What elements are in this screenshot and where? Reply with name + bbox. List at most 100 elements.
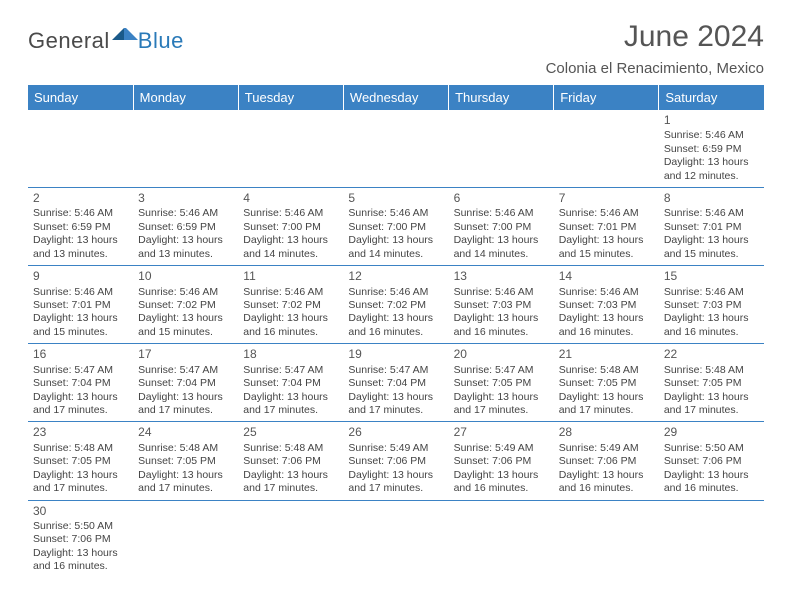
sunset-line: Sunset: 7:04 PM [33,377,128,390]
page-title: June 2024 [546,20,764,54]
sunset-line: Sunset: 7:02 PM [348,299,443,312]
daylight-line: Daylight: 13 hours and 17 minutes. [348,391,443,418]
calendar-cell: 9Sunrise: 5:46 AMSunset: 7:01 PMDaylight… [28,266,133,344]
calendar-cell [343,110,448,188]
daylight-line: Daylight: 13 hours and 17 minutes. [138,469,233,496]
day-number: 15 [664,269,759,284]
calendar-cell [343,500,448,578]
daylight-line: Daylight: 13 hours and 14 minutes. [348,234,443,261]
calendar-cell: 11Sunrise: 5:46 AMSunset: 7:02 PMDayligh… [238,266,343,344]
calendar-cell [449,500,554,578]
calendar-cell: 8Sunrise: 5:46 AMSunset: 7:01 PMDaylight… [659,188,764,266]
sunrise-line: Sunrise: 5:48 AM [243,442,338,455]
daylight-line: Daylight: 13 hours and 16 minutes. [243,312,338,339]
calendar-cell [449,110,554,188]
day-number: 8 [664,191,759,206]
sunrise-line: Sunrise: 5:46 AM [559,286,654,299]
daylight-line: Daylight: 13 hours and 17 minutes. [664,391,759,418]
sunrise-line: Sunrise: 5:46 AM [138,286,233,299]
daylight-line: Daylight: 13 hours and 16 minutes. [454,469,549,496]
day-number: 10 [138,269,233,284]
sunset-line: Sunset: 7:01 PM [559,221,654,234]
daylight-line: Daylight: 13 hours and 13 minutes. [138,234,233,261]
calendar-cell: 2Sunrise: 5:46 AMSunset: 6:59 PMDaylight… [28,188,133,266]
sunset-line: Sunset: 6:59 PM [33,221,128,234]
sunset-line: Sunset: 7:06 PM [348,455,443,468]
col-saturday: Saturday [659,85,764,110]
day-number: 29 [664,425,759,440]
calendar-cell: 15Sunrise: 5:46 AMSunset: 7:03 PMDayligh… [659,266,764,344]
sunset-line: Sunset: 7:06 PM [559,455,654,468]
daylight-line: Daylight: 13 hours and 17 minutes. [33,391,128,418]
sunrise-line: Sunrise: 5:47 AM [454,364,549,377]
calendar-week: 23Sunrise: 5:48 AMSunset: 7:05 PMDayligh… [28,422,764,500]
sunrise-line: Sunrise: 5:46 AM [348,207,443,220]
sunrise-line: Sunrise: 5:50 AM [664,442,759,455]
daylight-line: Daylight: 13 hours and 17 minutes. [243,391,338,418]
page-subtitle: Colonia el Renacimiento, Mexico [546,60,764,77]
day-number: 11 [243,269,338,284]
daylight-line: Daylight: 13 hours and 15 minutes. [664,234,759,261]
sunset-line: Sunset: 7:00 PM [454,221,549,234]
calendar-week: 1Sunrise: 5:46 AMSunset: 6:59 PMDaylight… [28,110,764,188]
logo: General Blue [28,26,184,55]
daylight-line: Daylight: 13 hours and 12 minutes. [664,156,759,183]
daylight-line: Daylight: 13 hours and 16 minutes. [664,469,759,496]
daylight-line: Daylight: 13 hours and 17 minutes. [348,469,443,496]
calendar-cell: 10Sunrise: 5:46 AMSunset: 7:02 PMDayligh… [133,266,238,344]
sunrise-line: Sunrise: 5:48 AM [138,442,233,455]
sunrise-line: Sunrise: 5:47 AM [33,364,128,377]
calendar-cell: 1Sunrise: 5:46 AMSunset: 6:59 PMDaylight… [659,110,764,188]
sunset-line: Sunset: 7:04 PM [243,377,338,390]
daylight-line: Daylight: 13 hours and 14 minutes. [243,234,338,261]
sunrise-line: Sunrise: 5:46 AM [664,207,759,220]
calendar-cell [28,110,133,188]
daylight-line: Daylight: 13 hours and 17 minutes. [33,469,128,496]
sunrise-line: Sunrise: 5:46 AM [243,286,338,299]
calendar-cell [133,500,238,578]
calendar-cell: 7Sunrise: 5:46 AMSunset: 7:01 PMDaylight… [554,188,659,266]
daylight-line: Daylight: 13 hours and 16 minutes. [348,312,443,339]
sunset-line: Sunset: 7:00 PM [348,221,443,234]
sunset-line: Sunset: 7:06 PM [664,455,759,468]
logo-text-blue: Blue [138,28,184,54]
calendar-week: 9Sunrise: 5:46 AMSunset: 7:01 PMDaylight… [28,266,764,344]
day-number: 3 [138,191,233,206]
day-number: 17 [138,347,233,362]
daylight-line: Daylight: 13 hours and 15 minutes. [559,234,654,261]
col-friday: Friday [554,85,659,110]
sunrise-line: Sunrise: 5:46 AM [348,286,443,299]
sunset-line: Sunset: 7:05 PM [559,377,654,390]
sunset-line: Sunset: 7:03 PM [664,299,759,312]
sunrise-line: Sunrise: 5:47 AM [243,364,338,377]
sunset-line: Sunset: 7:03 PM [559,299,654,312]
calendar-cell [238,500,343,578]
sunset-line: Sunset: 7:05 PM [454,377,549,390]
day-number: 16 [33,347,128,362]
calendar-cell: 30Sunrise: 5:50 AMSunset: 7:06 PMDayligh… [28,500,133,578]
daylight-line: Daylight: 13 hours and 13 minutes. [33,234,128,261]
calendar-cell: 24Sunrise: 5:48 AMSunset: 7:05 PMDayligh… [133,422,238,500]
sunrise-line: Sunrise: 5:50 AM [33,520,128,533]
logo-text-general: General [28,28,110,54]
day-number: 26 [348,425,443,440]
calendar-cell: 22Sunrise: 5:48 AMSunset: 7:05 PMDayligh… [659,344,764,422]
col-tuesday: Tuesday [238,85,343,110]
day-number: 24 [138,425,233,440]
day-number: 7 [559,191,654,206]
calendar-week: 16Sunrise: 5:47 AMSunset: 7:04 PMDayligh… [28,344,764,422]
sunset-line: Sunset: 7:06 PM [454,455,549,468]
calendar-cell: 16 Sunrise: 5:47 AMSunset: 7:04 PMDayligh… [28,344,133,422]
sunrise-line: Sunrise: 5:47 AM [348,364,443,377]
day-number: 27 [454,425,549,440]
calendar-cell: 6Sunrise: 5:46 AMSunset: 7:00 PMDaylight… [449,188,554,266]
day-number: 13 [454,269,549,284]
day-number: 30 [33,504,128,519]
sunrise-line: Sunrise: 5:46 AM [33,286,128,299]
day-number: 6 [454,191,549,206]
daylight-line: Daylight: 13 hours and 16 minutes. [454,312,549,339]
day-number: 14 [559,269,654,284]
day-number: 2 [33,191,128,206]
header: General Blue June 2024 Colonia el Renaci… [28,20,764,77]
sunrise-line: Sunrise: 5:46 AM [243,207,338,220]
